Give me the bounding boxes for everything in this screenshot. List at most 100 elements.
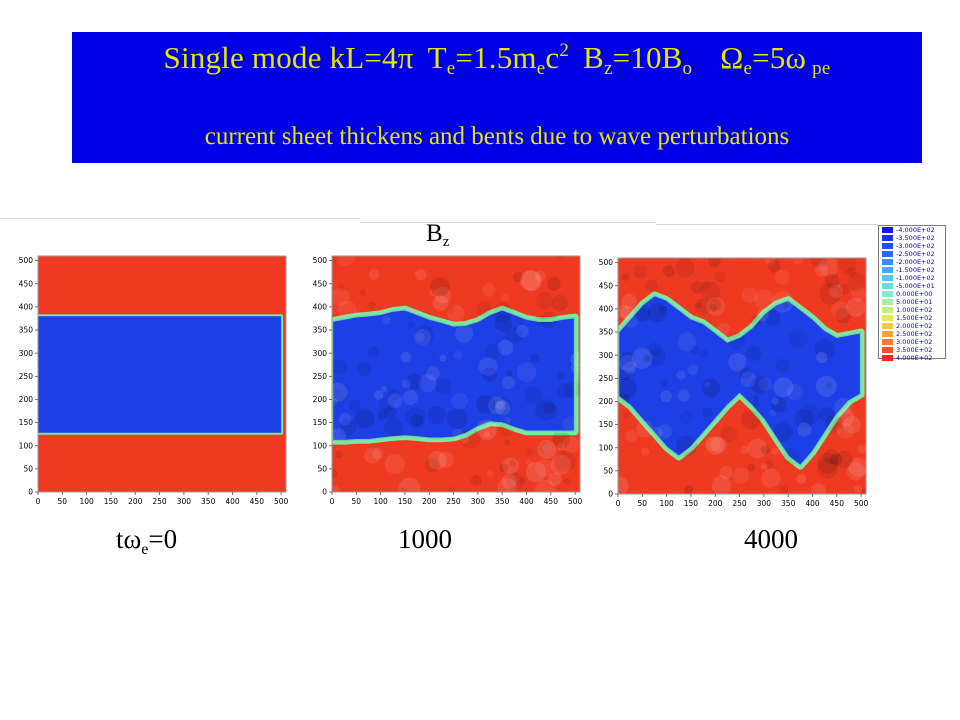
- divider-right: [656, 224, 878, 225]
- noise-blob: [447, 486, 455, 492]
- noise-blob: [501, 375, 515, 390]
- legend-entry: 1.500E+02: [879, 314, 945, 322]
- x-tick-label: 0: [616, 499, 621, 508]
- y-tick-label: 450: [599, 281, 614, 290]
- legend-entry: 5.000E+01: [879, 298, 945, 306]
- noise-blob: [623, 314, 638, 329]
- noise-blob: [470, 474, 482, 486]
- x-tick-label: 200: [422, 497, 437, 506]
- noise-blob: [857, 444, 866, 454]
- noise-blob: [714, 271, 726, 283]
- noise-blob: [694, 298, 711, 315]
- y-tick-label: 400: [313, 303, 328, 312]
- x-tick-label: 500: [274, 497, 289, 506]
- noise-blob: [488, 396, 506, 415]
- noise-blob: [406, 373, 423, 390]
- noise-blob: [551, 294, 568, 312]
- noise-blob: [761, 468, 781, 488]
- y-tick-label: 450: [19, 279, 34, 288]
- noise-blob: [340, 419, 357, 436]
- y-tick-label: 150: [19, 418, 34, 427]
- x-tick-label: 50: [638, 499, 648, 508]
- y-tick-label: 100: [599, 443, 614, 452]
- legend-entry: -5.000E+01: [879, 282, 945, 290]
- noise-blob: [836, 408, 855, 427]
- noise-blob: [767, 259, 781, 273]
- noise-blob: [512, 271, 524, 283]
- legend-entry: 3.500E+02: [879, 346, 945, 354]
- legend-label: -2.000E+02: [896, 258, 935, 266]
- legend-swatch: [882, 347, 893, 353]
- noise-blob: [447, 305, 465, 323]
- noise-blob: [539, 442, 551, 454]
- x-tick-label: 450: [250, 497, 265, 506]
- x-tick-label: 350: [781, 499, 796, 508]
- noise-blob: [432, 295, 449, 311]
- x-tick-label: 150: [104, 497, 119, 506]
- y-tick-label: 50: [23, 464, 33, 473]
- noise-blob: [842, 415, 861, 434]
- noise-blob: [497, 477, 517, 492]
- divider-left: [0, 218, 360, 219]
- noise-blob: [482, 283, 496, 297]
- noise-blob: [695, 302, 703, 309]
- noise-blob: [847, 272, 866, 292]
- noise-blob: [710, 436, 727, 453]
- noise-blob: [332, 287, 350, 306]
- noise-blob: [753, 395, 760, 402]
- noise-blob: [773, 377, 794, 398]
- noise-blob: [335, 450, 343, 459]
- x-tick-label: 0: [36, 497, 41, 506]
- noise-blob: [332, 359, 347, 375]
- noise-blob: [720, 425, 737, 442]
- noise-blob: [732, 467, 750, 484]
- noise-blob: [430, 277, 450, 297]
- noise-blob: [621, 273, 630, 282]
- noise-blob: [741, 410, 761, 430]
- x-tick-label: 300: [471, 497, 486, 506]
- legend-swatch: [882, 339, 893, 345]
- noise-blob: [414, 325, 435, 345]
- noise-blob: [534, 479, 557, 492]
- noise-blob: [662, 264, 676, 278]
- noise-blob: [332, 428, 347, 444]
- noise-blob: [525, 461, 547, 483]
- noise-blob: [337, 300, 357, 320]
- noise-blob: [705, 436, 725, 456]
- x-tick-label: 450: [544, 497, 559, 506]
- x-tick-label: 100: [659, 499, 674, 508]
- y-tick-label: 0: [28, 488, 33, 497]
- noise-blob: [547, 472, 562, 486]
- noise-blob: [632, 264, 648, 279]
- legend-label: -3.500E+02: [896, 234, 935, 242]
- noise-blob: [332, 388, 345, 410]
- noise-blob: [830, 301, 850, 320]
- legend-label: -1.500E+02: [896, 266, 935, 274]
- noise-blob: [414, 268, 427, 281]
- noise-blob: [418, 374, 437, 393]
- noise-blob: [716, 322, 730, 337]
- heatmap-panel-t4000: 0 50 100 150 200 250 300 350 400 450 500 0 50 100 150 2…: [599, 257, 869, 508]
- noise-blob: [741, 287, 758, 303]
- x-tick-label: 100: [79, 497, 94, 506]
- sheet-boundary-line: [618, 293, 863, 468]
- legend-swatch: [882, 355, 893, 361]
- noise-blob: [796, 474, 807, 484]
- legend-entry: -3.500E+02: [879, 234, 945, 242]
- current-sheet-negative-region: [332, 309, 576, 442]
- noise-blob: [751, 400, 759, 408]
- noise-blob: [501, 293, 510, 302]
- y-tick-label: 500: [313, 256, 328, 265]
- noise-blob: [837, 258, 858, 274]
- noise-blob: [771, 397, 787, 413]
- noise-blob: [643, 354, 651, 363]
- noise-blob: [773, 422, 793, 442]
- legend-label: 1.500E+02: [896, 314, 933, 322]
- legend-label: -5.000E+01: [896, 282, 935, 290]
- noise-blob: [535, 399, 557, 421]
- noise-blob: [799, 403, 821, 425]
- noise-blob: [495, 400, 511, 416]
- noise-blob: [709, 304, 717, 312]
- legend-entry: 4.000E+02: [879, 354, 945, 362]
- noise-blob: [516, 362, 537, 383]
